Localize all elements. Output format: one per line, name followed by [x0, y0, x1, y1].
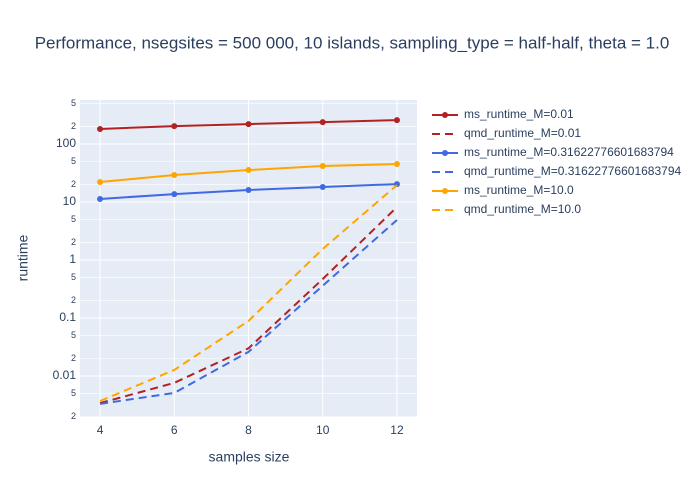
x-tick-label: 8	[245, 423, 252, 437]
y-tick-label: 100	[56, 136, 76, 150]
data-point	[319, 119, 326, 126]
series-line	[99, 206, 398, 405]
legend-label: ms_runtime_M=0.01	[464, 107, 574, 121]
y-tick-label: 0.01	[53, 368, 77, 382]
y-tick-label: 0.1	[59, 310, 76, 324]
y-tick-label: 5	[71, 388, 76, 398]
legend-label: qmd_runtime_M=0.01	[464, 126, 581, 140]
data-point	[393, 117, 400, 124]
data-point	[97, 179, 104, 186]
legend-label: ms_runtime_M=0.31622776601683794	[464, 145, 674, 159]
data-point	[97, 195, 104, 202]
series-line	[99, 219, 398, 405]
legend-marker	[442, 112, 448, 118]
series-line	[99, 184, 398, 402]
y-tick-label: 5	[71, 330, 76, 340]
x-axis-title: samples size	[209, 449, 290, 465]
y-tick-label: 5	[71, 272, 76, 282]
x-tick-label: 10	[316, 423, 330, 437]
legend-label: qmd_runtime_M=10.0	[464, 202, 581, 216]
x-tick-label: 6	[171, 423, 178, 437]
y-tick-label: 2	[71, 295, 76, 305]
y-tick-label: 5	[71, 156, 76, 166]
data-point	[171, 171, 178, 178]
y-tick-label: 1	[69, 252, 76, 266]
legend-label: ms_runtime_M=10.0	[464, 183, 574, 197]
data-point	[393, 161, 400, 168]
legend-label: qmd_runtime_M=0.31622776601683794	[464, 164, 681, 178]
data-point	[97, 125, 104, 132]
data-point	[171, 123, 178, 130]
data-point	[319, 163, 326, 170]
y-tick-label: 2	[71, 237, 76, 247]
legend-marker	[442, 150, 448, 156]
chart-title: Performance, nsegsites = 500 000, 10 isl…	[35, 33, 670, 52]
y-tick-label: 2	[71, 411, 76, 421]
y-tick-label: 2	[71, 121, 76, 131]
x-tick-label: 12	[390, 423, 404, 437]
y-tick-label: 10	[63, 194, 77, 208]
y-tick-label: 5	[71, 98, 76, 108]
x-tick-label: 4	[97, 423, 104, 437]
data-point	[245, 187, 252, 194]
y-tick-label: 5	[71, 214, 76, 224]
legend-marker	[442, 188, 448, 194]
y-tick-label: 2	[71, 179, 76, 189]
data-point	[245, 167, 252, 174]
data-point	[319, 183, 326, 190]
y-tick-label: 2	[71, 353, 76, 363]
data-point	[245, 121, 252, 128]
y-axis-title: runtime	[15, 234, 31, 281]
data-point	[171, 191, 178, 198]
